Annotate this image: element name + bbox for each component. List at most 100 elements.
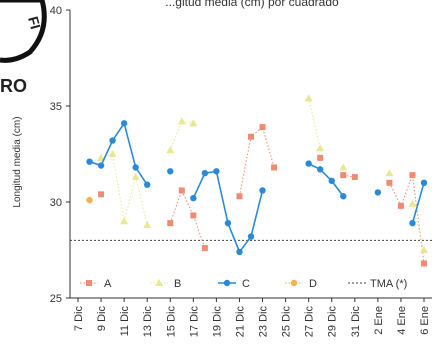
series-b-point [166,146,175,154]
legend-label: TMA (*) [370,278,407,290]
series-a-line [169,189,206,249]
x-tick-label: 9 Dic [96,306,108,332]
series-c-point [167,168,174,175]
series-b-point [420,246,428,253]
series-c-point [201,170,209,177]
x-tick-label: 31 Dic [350,306,362,338]
x-ticks: 7 Dic 9 Dic 11 Dic 13 Dic 15 Dic 17 Dic 19 Dic… [73,298,431,337]
series-b-point [408,199,417,207]
series-c [86,120,428,256]
series-a-point [167,220,174,227]
series-c-point [120,120,128,127]
x-tick-label: 4 Ene [396,306,408,335]
x-tick-label: 19 Dic [211,306,223,338]
x-tick-label: 15 Dic [165,306,177,338]
series-a-point [190,212,197,219]
legend: A B C D TMA (*) [80,278,407,290]
series-b-line [411,203,425,251]
series-c-point [317,166,324,173]
legend-item-tma: TMA (*) [348,278,407,290]
series-c-line [308,162,344,197]
series-b-line [100,153,148,226]
legend-item-d: D [285,278,317,290]
series-a-point [98,191,105,198]
series-c-point [213,168,220,175]
x-tick-label: 17 Dic [188,306,200,338]
series-c-point [144,181,151,188]
legend-swatch-marker [290,279,298,287]
series-c-point [420,179,428,186]
series-c-point [97,162,105,169]
series-c-point [409,219,416,227]
series-c-point [109,137,116,144]
y-tick-label: 25 [50,293,62,305]
series-b-point [120,217,129,225]
x-tick-label: 11 Dic [119,306,131,337]
y-axis-label: Longitud media (cm) [12,116,23,207]
legend-label: C [242,278,250,290]
series-a-line [238,126,275,197]
series-d-point [86,196,93,204]
seal-text: RO [0,76,27,96]
series-b-point [189,119,198,127]
series-b-line [308,98,321,149]
series-a-point [259,124,266,131]
series-layer [86,94,428,267]
series-c-line [89,121,148,186]
series-c-point [305,160,312,167]
series-a-point [201,245,208,252]
series-b-point [385,169,394,177]
legend-label: A [104,278,112,290]
series-c-point [328,177,335,185]
x-tick-label: 2 Ene [373,306,385,335]
x-tick-label: 23 Dic [258,306,270,338]
series-b-point [97,153,106,161]
series-a-point [409,172,416,179]
x-tick-label: 27 Dic [304,306,316,338]
series-c-point [132,164,139,171]
series-b [97,94,428,253]
series-b-point [316,144,325,152]
legend-label: B [174,278,181,290]
series-a-point [421,260,427,267]
series-a-point [271,164,278,171]
series-c-point [374,189,382,196]
series-c-point [86,158,93,165]
series-b-point [339,163,348,171]
series-c-point [190,194,197,202]
seal-edge-text: FI [25,15,44,31]
axes [69,10,432,299]
series-a-line [388,174,425,264]
series-c-line [192,170,264,254]
series-b-point [108,150,117,157]
series-b-point [131,173,140,181]
series-a-point [397,202,404,209]
series-a-point [351,174,358,181]
seal: FI RO [0,0,47,96]
series-a-point [248,133,254,140]
x-tick-label: 13 Dic [142,306,154,338]
y-tick-label: 30 [50,197,62,209]
y-ticks: 25 30 35 40 [50,5,70,305]
series-c-point [340,193,347,200]
legend-item-c: C [218,278,250,290]
series-c-point [224,219,232,227]
series-c-line [411,182,425,224]
series-a-point [178,187,185,194]
series-a-point [340,172,347,179]
series-b-point [177,117,186,125]
series-a-point [236,193,243,200]
series-b-point [143,221,152,229]
x-tick-label: 29 Dic [327,306,339,338]
series-d [86,196,93,204]
y-tick-label: 40 [50,5,62,17]
chart-title: ...gitud media (cm) por cuadrado [165,0,339,9]
series-b-line [169,120,194,151]
legend-swatch-marker [223,279,231,287]
legend-swatch-marker [155,279,163,286]
legend-swatch-marker [86,280,92,286]
legend-item-a: A [80,278,112,290]
series-b-point [304,94,313,102]
series-c-point [259,187,266,194]
